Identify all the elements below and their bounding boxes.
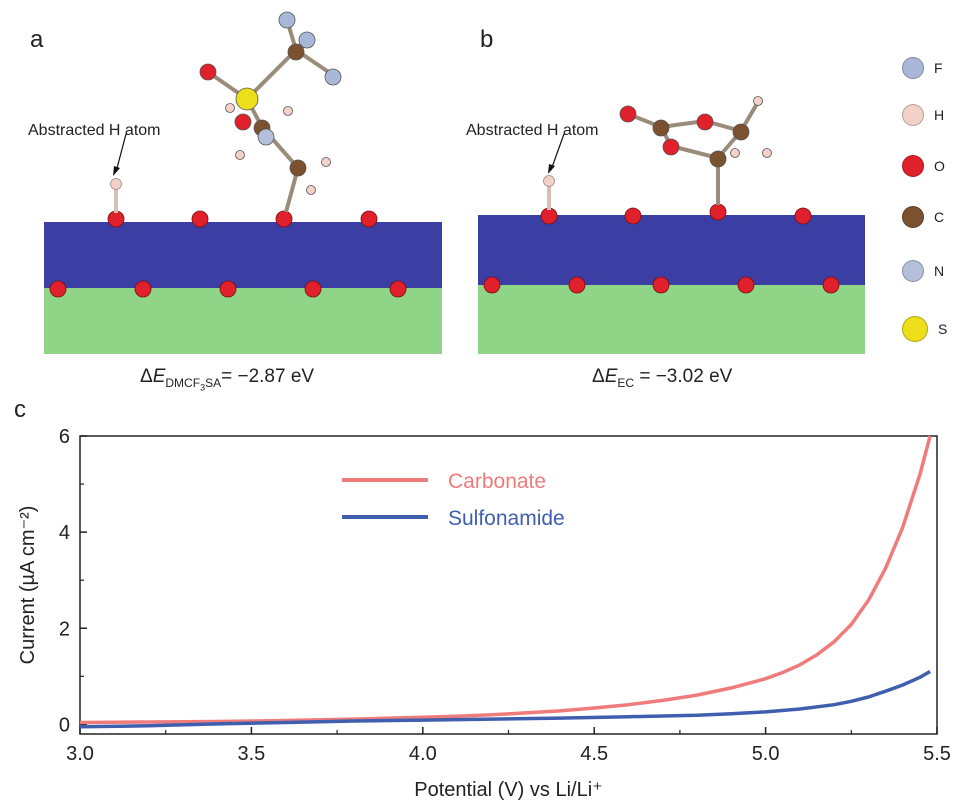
panel-a-energy-sub-sub: 3 xyxy=(200,382,206,393)
oxygen-atom-swatch xyxy=(902,155,924,177)
series-line-sulfonamide xyxy=(79,669,931,729)
fluorine-atom-swatch xyxy=(902,57,924,79)
atom-legend-label: N xyxy=(934,263,945,279)
x-axis-label: Potential (V) vs Li/Li⁺ xyxy=(414,779,602,801)
x-tick-label: 4.0 xyxy=(409,743,437,765)
panel-b-energy-delta: Δ xyxy=(592,366,605,387)
y-axis-label: Current (µA cm⁻²) xyxy=(17,506,39,665)
panel-b-energy-sub: EC xyxy=(617,375,635,390)
current-potential-chart: 3.0 3.5 4.0 4.5 5.0 5.5 0 2 4 6 Potential (V) vs L… xyxy=(17,426,951,801)
panel-a-energy-sub-pre: DMCF xyxy=(165,375,201,390)
panel-b-annotation: Abstracted H atom xyxy=(466,122,599,139)
atom-legend-item-o: O xyxy=(902,155,945,177)
panel-a-energy: ΔEDMCF3SA= −2.87 eV xyxy=(140,366,314,392)
atom-legend-item-n: N xyxy=(902,260,944,282)
panel-a-energy-sub-post: SA xyxy=(205,375,222,390)
atom-legend-label: H xyxy=(934,107,945,123)
x-tick-label: 3.5 xyxy=(237,743,265,765)
x-tick-label: 5.0 xyxy=(752,743,780,765)
panel-a-energy-symbol: E xyxy=(152,366,166,387)
atom-legend-label: C xyxy=(934,209,945,225)
panel-b-energy-value: = −3.02 eV xyxy=(634,366,733,387)
panel-a-annotation: Abstracted H atom xyxy=(28,122,161,139)
hydrogen-atom-swatch xyxy=(902,104,924,126)
legend-label-carbonate: Carbonate xyxy=(448,470,546,493)
series-line-carbonate xyxy=(79,435,932,725)
panel-a-energy-delta: Δ xyxy=(140,366,153,387)
panel-a-label: a xyxy=(30,26,44,53)
panel-a-surface-slab xyxy=(44,222,442,354)
panel-a-energy-value: = −2.87 eV xyxy=(221,366,315,387)
y-tick-label: 6 xyxy=(59,426,70,448)
atom-legend-item-h: H xyxy=(902,104,944,126)
panel-b-energy: ΔEEC = −3.02 eV xyxy=(592,366,732,390)
atom-legend-item-f: F xyxy=(902,57,943,79)
panel-b-label: b xyxy=(480,26,494,53)
panel-c-label: c xyxy=(14,396,26,423)
atom-legend-item-c: C xyxy=(902,206,944,228)
atom-legend-item-s: S xyxy=(902,316,947,342)
y-tick-label: 2 xyxy=(59,618,70,640)
x-tick-label: 4.5 xyxy=(580,743,608,765)
legend-label-sulfonamide: Sulfonamide xyxy=(448,507,565,530)
y-tick-label: 4 xyxy=(59,522,70,544)
panel-b-surface-slab xyxy=(478,215,865,354)
atom-legend-label: S xyxy=(938,321,948,337)
x-tick-label: 5.5 xyxy=(923,743,951,765)
nitrogen-atom-swatch xyxy=(902,260,924,282)
panel-b-energy-symbol: E xyxy=(604,366,618,387)
x-tick-label: 3.0 xyxy=(66,743,94,765)
y-tick-label: 0 xyxy=(59,714,70,736)
atom-legend-label: F xyxy=(934,60,943,76)
atom-legend-label: O xyxy=(934,158,945,174)
sulfur-atom-swatch xyxy=(902,316,928,342)
carbon-atom-swatch xyxy=(902,206,924,228)
